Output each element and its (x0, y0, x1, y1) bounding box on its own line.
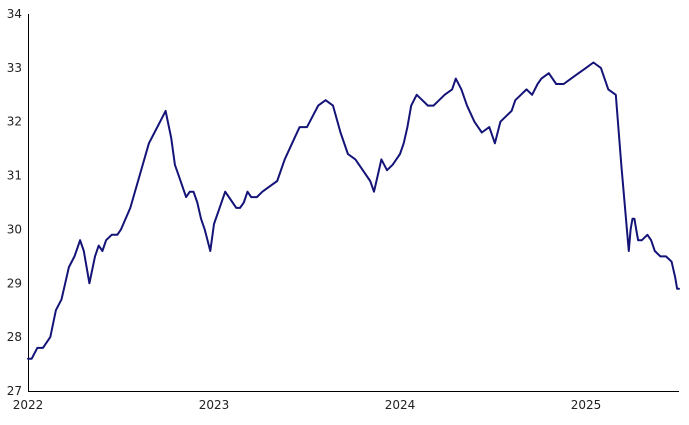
y-tick-labels: 27 28 29 30 31 32 33 34 (7, 7, 22, 398)
y-tick-label: 32 (7, 115, 22, 129)
y-tick-label: 34 (7, 7, 22, 21)
y-tick-label: 28 (7, 330, 22, 344)
y-tick-label: 27 (7, 384, 22, 398)
x-tick-labels: 2022 2023 2024 2025 (13, 398, 602, 412)
series-line (27, 61, 680, 360)
y-tick-label: 33 (7, 61, 22, 75)
x-tick-label: 2023 (199, 398, 230, 412)
x-tick-label: 2025 (571, 398, 602, 412)
y-tick-label: 30 (7, 222, 22, 236)
y-tick-label: 29 (7, 276, 22, 290)
x-tick-label: 2024 (385, 398, 416, 412)
x-tick-label: 2022 (13, 398, 44, 412)
y-tick-label: 31 (7, 169, 22, 183)
